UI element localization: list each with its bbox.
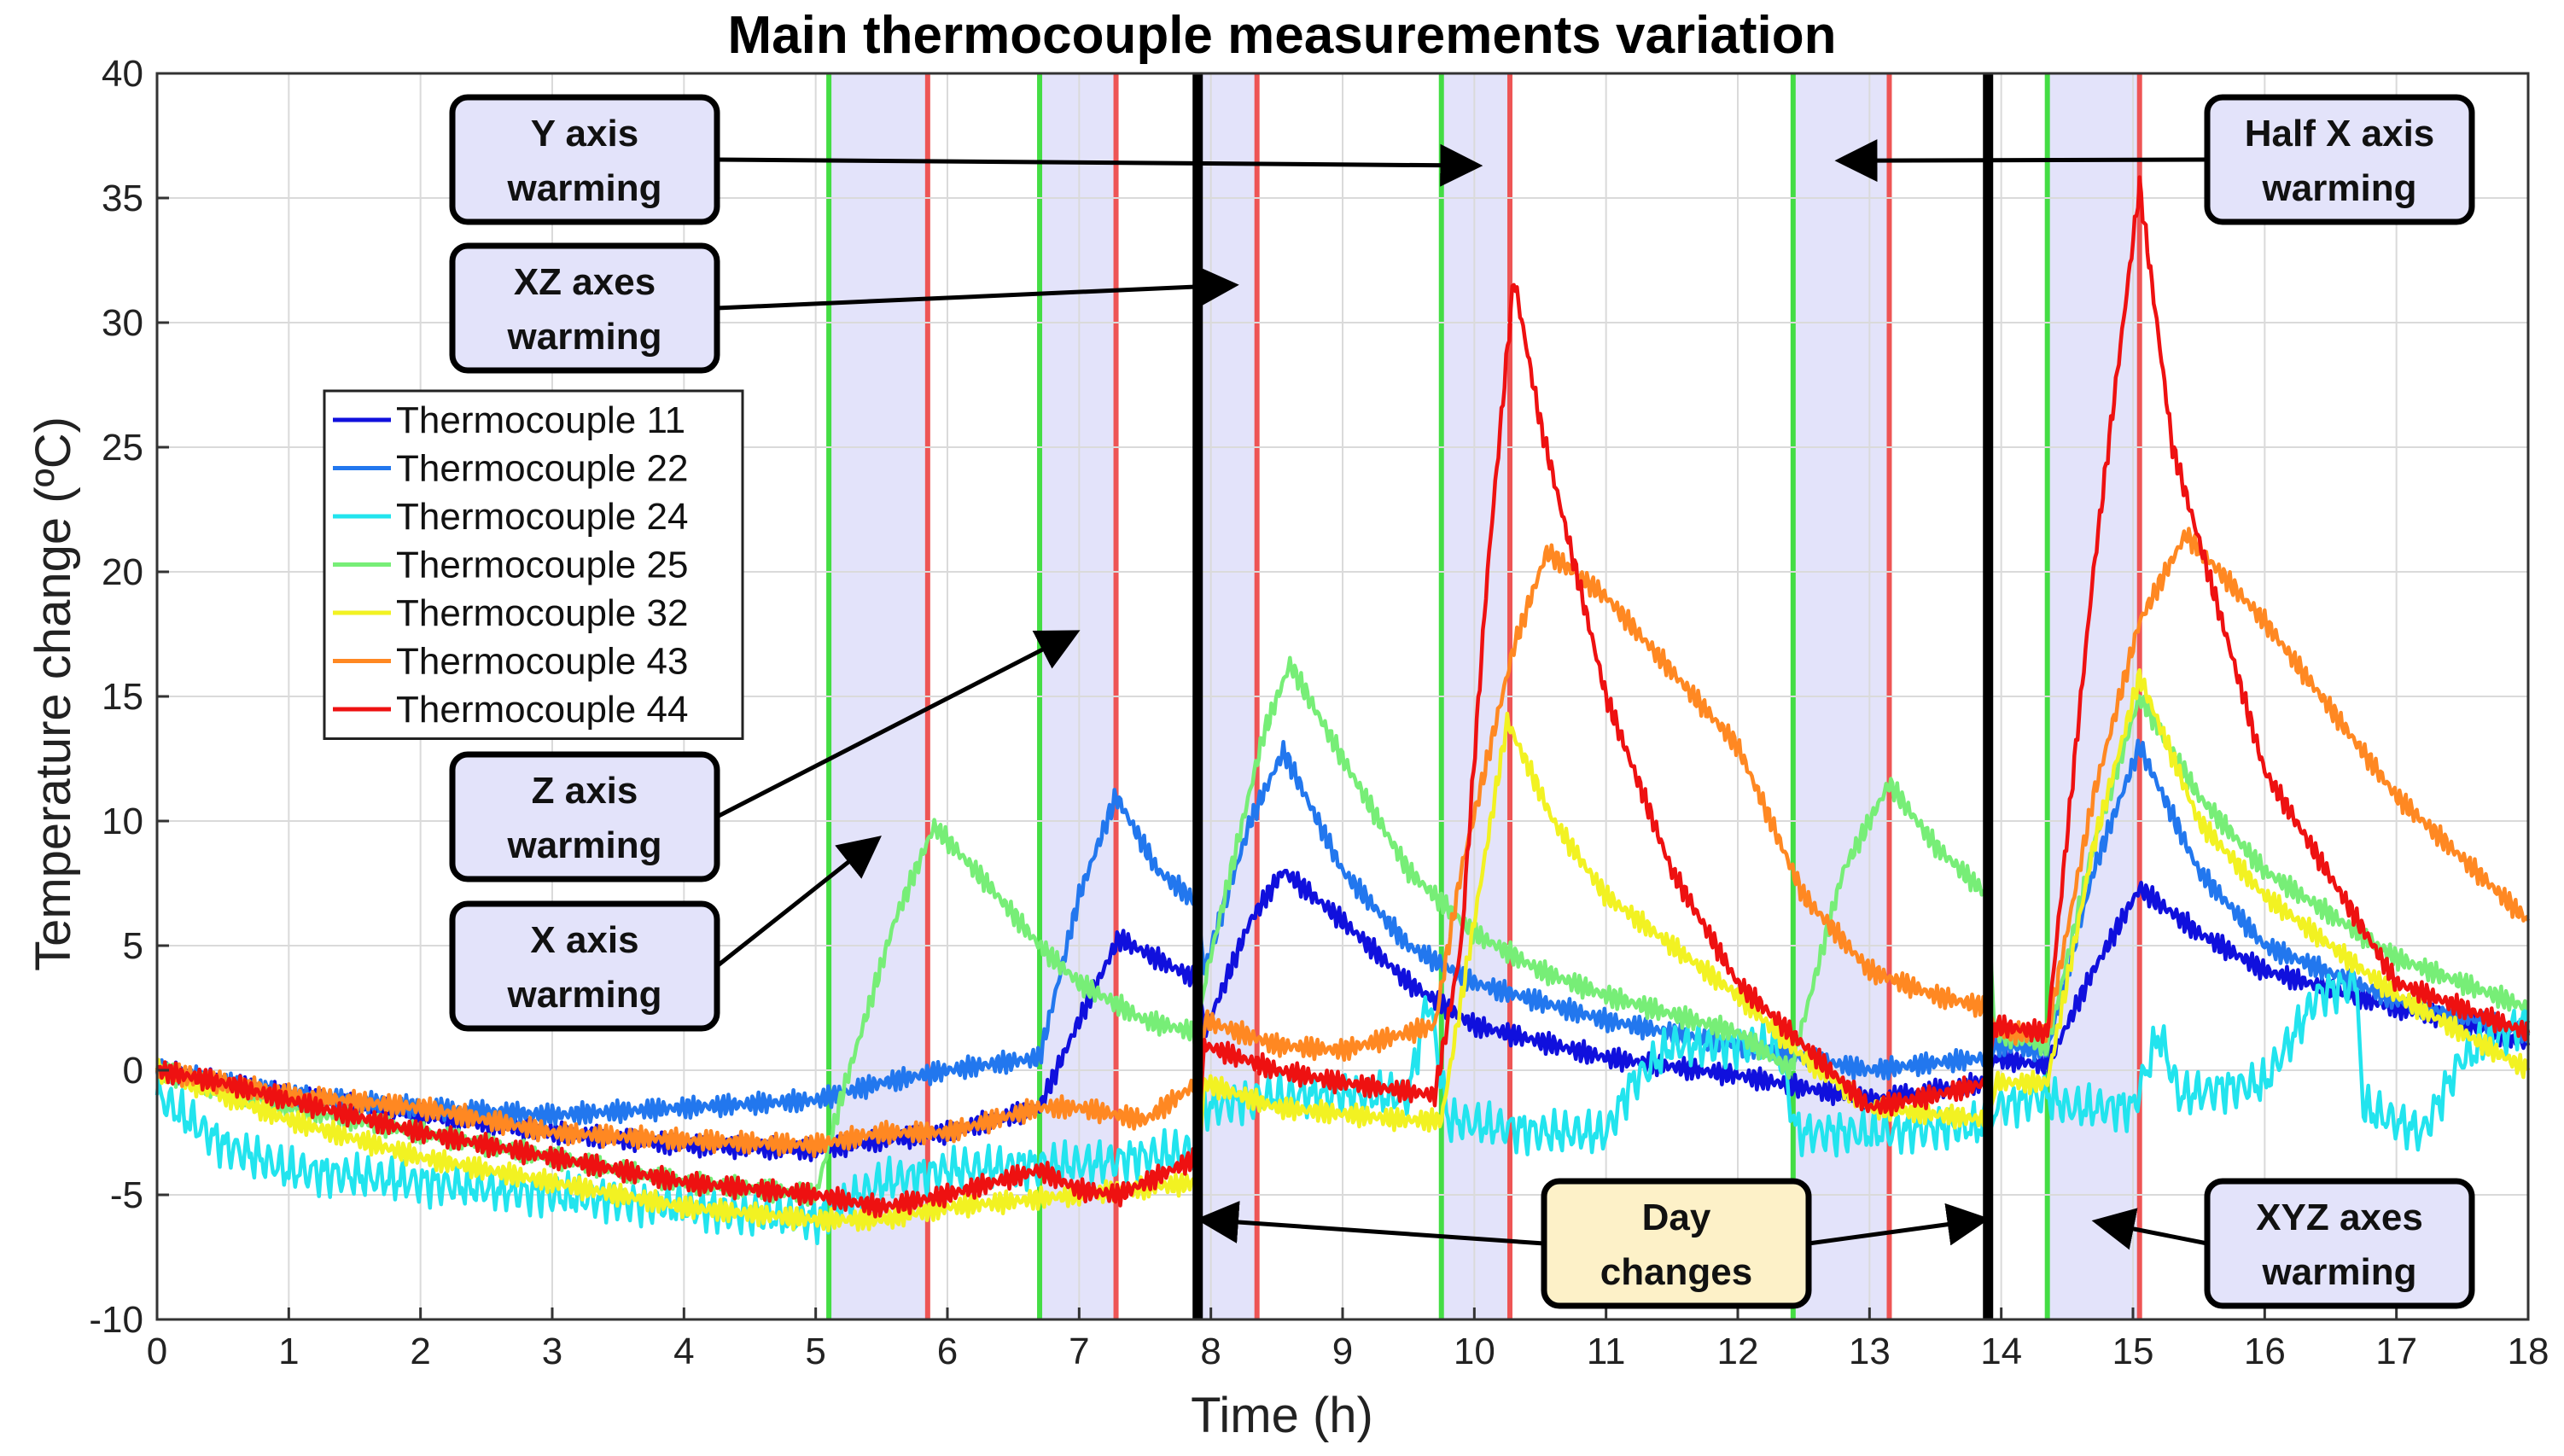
y-tick-label-35: 35 <box>102 178 143 219</box>
y-tick-label-0: 0 <box>123 1050 143 1092</box>
annotation-box-x-axis-warming-line-1: X axis <box>530 919 638 961</box>
ticks: 0 1 2 3 4 5 6 7 8 9 10 11 12 13 14 15 16 17 18-10-50510152… <box>89 53 2549 1372</box>
x-tick-label-8: 8 <box>1200 1331 1221 1372</box>
legend-label-thermocouple-11: Thermocouple 11 <box>396 399 685 441</box>
y-axis-label: Temperature change (ºC) <box>26 416 81 971</box>
x-tick-label-14: 14 <box>1980 1331 2022 1372</box>
legend-label-thermocouple-22: Thermocouple 22 <box>396 448 688 490</box>
x-tick-label-11: 11 <box>1587 1331 1626 1372</box>
annotation-box-y-axis-warming <box>449 94 720 225</box>
annotation-arrow-6-1 <box>2091 1208 2208 1250</box>
annotation-box-xyz-axes-warming-line-2: warming <box>2262 1251 2417 1293</box>
x-tick-label-0: 0 <box>147 1331 167 1372</box>
annotation-box-z-axis-warming <box>449 751 720 882</box>
annotation-arrow-3-1 <box>715 630 1081 819</box>
annotation-box-half-x-axis-warming-line-2: warming <box>2262 167 2417 209</box>
y-tick-label--10: -10 <box>89 1299 143 1341</box>
x-axis-label: Time (h) <box>1191 1388 1373 1443</box>
annotation-box-day-changes-line-2: changes <box>1600 1251 1753 1293</box>
annotation-box-z-axis-warming-line-1: Z axis <box>532 770 638 812</box>
x-tick-label-13: 13 <box>1849 1331 1891 1372</box>
annotation-arrow-1-1 <box>716 143 1483 187</box>
y-tick-label-15: 15 <box>102 676 143 718</box>
annotation-box-y-axis-warming-line-1: Y axis <box>531 113 638 154</box>
x-tick-label-16: 16 <box>2244 1331 2286 1372</box>
legend-label-thermocouple-44: Thermocouple 44 <box>396 689 688 731</box>
legend: Thermocouple 11 Thermocouple 22 Thermocoup… <box>323 389 744 740</box>
y-tick-label-25: 25 <box>102 427 143 469</box>
x-tick-label-6: 6 <box>937 1331 958 1372</box>
x-tick-label-15: 15 <box>2112 1331 2154 1372</box>
x-tick-label-7: 7 <box>1069 1331 1089 1372</box>
series-line-thermocouple-43 <box>154 527 2531 1158</box>
annotation-boxes: Y axis warming XZ axes warming Z axis warming… <box>449 94 2475 1309</box>
series-line-thermocouple-32 <box>154 667 2531 1233</box>
annotation-box-day-changes-line-1: Day <box>1642 1197 1711 1238</box>
annotation-arrows <box>715 139 2208 1250</box>
annotation-box-x-axis-warming-line-2: warming <box>507 974 662 1016</box>
annotation-box-xyz-axes-warming-line-1: XYZ axes <box>2256 1197 2423 1238</box>
series-line-thermocouple-44 <box>154 175 2531 1219</box>
y-tick-label-5: 5 <box>123 925 143 967</box>
chart-title: Main thermocouple measurements variation <box>728 6 1837 65</box>
y-tick-label-20: 20 <box>102 551 143 593</box>
legend-label-thermocouple-25: Thermocouple 25 <box>396 545 688 586</box>
legend-box <box>323 389 744 740</box>
x-tick-label-3: 3 <box>542 1331 562 1372</box>
annotation-box-day-changes <box>1541 1178 1812 1309</box>
legend-label-thermocouple-24: Thermocouple 24 <box>396 496 688 538</box>
annotation-box-xz-axes-warming-line-1: XZ axes <box>514 261 656 303</box>
x-tick-label-4: 4 <box>673 1331 694 1372</box>
annotation-box-half-x-axis-warming <box>2204 94 2475 225</box>
x-tick-label-2: 2 <box>410 1331 430 1372</box>
series-line-thermocouple-22 <box>154 738 2531 1127</box>
annotation-box-xz-axes-warming-line-2: warming <box>507 316 662 358</box>
annotation-box-x-axis-warming <box>449 900 720 1032</box>
x-tick-label-5: 5 <box>805 1331 825 1372</box>
annotation-box-xyz-axes-warming <box>2204 1178 2475 1309</box>
annotation-box-y-axis-warming-line-2: warming <box>507 167 662 209</box>
series-lines <box>154 175 2531 1245</box>
x-tick-label-12: 12 <box>1717 1331 1759 1372</box>
legend-label-thermocouple-32: Thermocouple 32 <box>396 592 688 634</box>
x-tick-label-18: 18 <box>2508 1331 2549 1372</box>
annotation-box-half-x-axis-warming-line-1: Half X axis <box>2245 113 2435 154</box>
series-line-thermocouple-11 <box>155 869 2531 1162</box>
y-tick-label-30: 30 <box>102 302 143 344</box>
annotation-box-z-axis-warming-line-2: warming <box>507 824 662 866</box>
x-tick-label-10: 10 <box>1454 1331 1495 1372</box>
annotation-box-xz-axes-warming <box>449 242 720 374</box>
annotation-arrow-7-2 <box>1808 1203 1990 1246</box>
y-tick-label-40: 40 <box>102 53 143 95</box>
y-tick-label--5: -5 <box>110 1174 143 1216</box>
x-tick-label-17: 17 <box>2375 1331 2417 1372</box>
legend-label-thermocouple-43: Thermocouple 43 <box>396 641 688 683</box>
annotation-arrow-4-1 <box>715 836 882 968</box>
annotation-arrow-2-1 <box>716 265 1239 311</box>
y-tick-label-10: 10 <box>102 801 143 842</box>
x-tick-label-9: 9 <box>1332 1331 1353 1372</box>
x-tick-label-1: 1 <box>278 1331 299 1372</box>
annotation-arrow-7-1 <box>1195 1201 1545 1246</box>
